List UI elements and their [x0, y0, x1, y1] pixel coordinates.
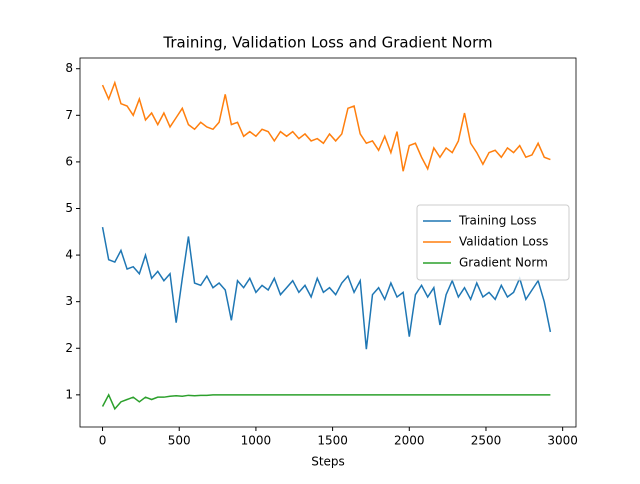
- y-tick-label: 3: [65, 294, 73, 308]
- x-tick-label: 0: [99, 434, 107, 448]
- y-tick-label: 2: [65, 341, 73, 355]
- y-tick-label: 6: [65, 154, 73, 168]
- legend-label: Validation Loss: [459, 235, 548, 249]
- legend: Training Loss Validation Loss Gradient Nor…: [416, 204, 570, 281]
- plot-frame: [79, 57, 577, 428]
- series-line: [101, 80, 551, 172]
- x-tick-label: 1500: [317, 434, 348, 448]
- x-axis-label: Steps: [311, 455, 345, 469]
- y-tick-label: 7: [65, 108, 73, 122]
- y-tick-label: 1: [65, 387, 73, 401]
- legend-label: Training Loss: [458, 214, 536, 228]
- x-tick-label: 500: [168, 434, 191, 448]
- legend-box: [416, 204, 570, 281]
- y-tick-label: 5: [65, 201, 73, 215]
- x-tick-label: 1000: [241, 434, 272, 448]
- x-tick-label: 2500: [471, 434, 502, 448]
- chart-title: Training, Validation Loss and Gradient N…: [162, 34, 492, 52]
- legend-label: Gradient Norm: [459, 256, 548, 270]
- x-tick-label: 3000: [547, 434, 578, 448]
- x-tick-label: 2000: [394, 434, 425, 448]
- y-tick-label: 8: [65, 61, 73, 75]
- series-line: [101, 393, 551, 411]
- y-tick-label: 4: [65, 248, 73, 262]
- series-line: [101, 226, 552, 350]
